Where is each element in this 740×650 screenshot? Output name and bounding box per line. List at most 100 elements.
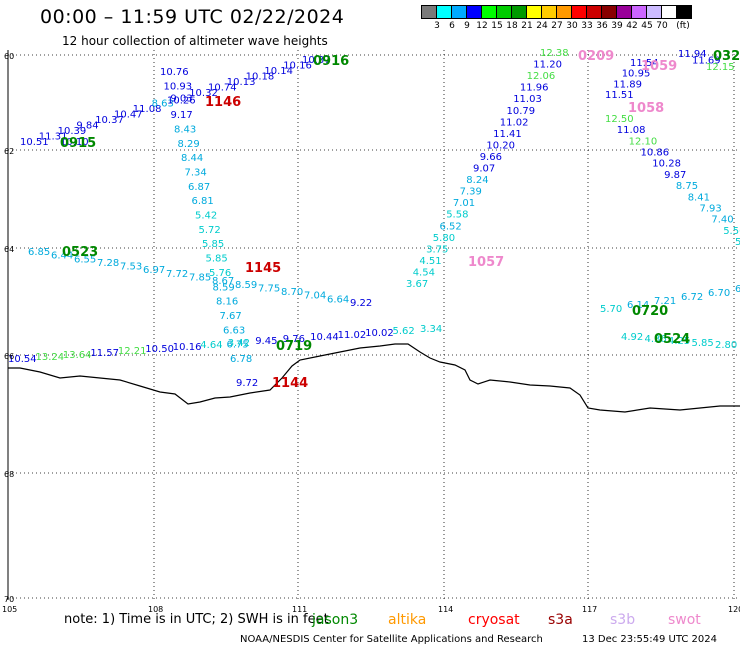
wave-height-value: 7.04 — [304, 291, 326, 302]
wave-height-value: 8.75 — [676, 181, 698, 192]
track-time-label: 1058 — [628, 101, 664, 116]
legend-label: 12 — [476, 21, 488, 31]
wave-height-value: 8.67 — [212, 276, 234, 287]
wave-height-value: 11.89 — [613, 79, 642, 90]
legend-swatch — [571, 5, 587, 19]
wave-height-value: 6.52 — [440, 221, 462, 232]
legend-swatch — [481, 5, 497, 19]
wave-height-value: 12.50 — [605, 114, 634, 125]
wave-height-value: 9.84 — [76, 121, 98, 132]
latitude-label: 70 — [4, 595, 14, 604]
wave-height-value: 7.93 — [700, 204, 722, 215]
wave-height-value: 10.50 — [145, 344, 174, 355]
generated-timestamp: 13 Dec 23:55:49 UTC 2024 — [582, 634, 717, 645]
wave-height-value: 7.85 — [189, 273, 211, 284]
legend-label: 3 — [434, 21, 440, 31]
wave-height-value: 10.86 — [641, 148, 670, 159]
page-title: 00:00 – 11:59 UTC 02/22/2024 — [40, 6, 345, 28]
wave-height-value: 9.17 — [171, 110, 193, 121]
legend-label: 42 — [626, 21, 638, 31]
wave-height-value: 10.39 — [58, 126, 87, 137]
satellite-s3a: s3a — [548, 612, 573, 628]
wave-height-value: 5.76 — [209, 268, 231, 279]
wave-height-value: 12.21 — [118, 346, 147, 357]
wave-height-value: 6.85 — [28, 247, 50, 258]
legend-labels: 3 6 9 12 15 18 21 24 27 30 33 36 39 42 45 70 (ft) — [422, 21, 692, 33]
wave-height-value: 10.18 — [246, 71, 275, 82]
wave-height-value: 5.85 — [206, 254, 228, 265]
wave-height-value: 5.61 — [735, 237, 740, 248]
track-time-label: 0326 — [713, 49, 740, 64]
wave-height-value: 6.97 — [143, 265, 165, 276]
wave-height-value: 6.44 — [51, 251, 73, 262]
wave-height-value: 8.16 — [216, 297, 238, 308]
wave-height-value: 6.78 — [230, 354, 252, 365]
wave-height-value: 6.64 — [327, 294, 349, 305]
wave-height-value: 10.37 — [302, 55, 331, 66]
wave-height-value: 6.55 — [74, 254, 96, 265]
wave-height-value: 11.94 — [678, 49, 707, 60]
wave-height-value: 10.79 — [507, 106, 536, 117]
wave-height-value: 13.24 — [36, 352, 65, 363]
latitude-label: 66 — [4, 352, 14, 361]
wave-height-value: 7.53 — [120, 262, 142, 273]
wave-height-value: 3.34 — [420, 324, 442, 335]
wave-height-value: 6.87 — [188, 182, 210, 193]
wave-height-value: 11.51 — [605, 90, 634, 101]
wave-height-value: 11.02 — [338, 330, 367, 341]
wave-height-value: 4.25 — [668, 336, 690, 347]
legend-label: 9 — [464, 21, 470, 31]
legend-swatch — [511, 5, 527, 19]
wave-height-value: 6.75 — [227, 340, 249, 351]
latitude-label: 62 — [4, 147, 14, 156]
track-time-label: 0209 — [578, 49, 614, 64]
wave-height-value: 2.80 — [715, 340, 737, 351]
wave-height-value: 6.70 — [708, 288, 730, 299]
wave-height-value: 10.93 — [164, 81, 193, 92]
track-time-label: 1059 — [641, 59, 677, 74]
legend-label: (ft) — [676, 21, 690, 31]
wave-height-value: 5.85 — [692, 338, 714, 349]
legend-swatch — [661, 5, 677, 19]
wave-height-value: 10.14 — [264, 66, 293, 77]
coastline — [8, 343, 740, 413]
legend-label: 33 — [581, 21, 593, 31]
wave-height-value: 6.81 — [192, 196, 214, 207]
wave-height-value: 12.15 — [706, 62, 735, 73]
legend-label: 6 — [449, 21, 455, 31]
satellite-altika: altika — [388, 612, 427, 628]
wave-height-value: 5.58 — [446, 210, 468, 221]
wave-height-value: 9.76 — [283, 334, 305, 345]
track-time-label: 0524 — [654, 332, 690, 347]
legend-swatch — [526, 5, 542, 19]
longitude-label: 111 — [292, 605, 307, 614]
wave-height-value: 11.03 — [513, 94, 542, 105]
legend-swatch — [451, 5, 467, 19]
wave-height-value: 5.62 — [393, 326, 415, 337]
wave-height-value: 10.20 — [486, 140, 515, 151]
page-subtitle: 12 hour collection of altimeter wave hei… — [62, 34, 328, 48]
legend-label: 27 — [551, 21, 563, 31]
wave-height-value: 9.03 — [170, 93, 192, 104]
wave-height-value: 11.57 — [90, 348, 119, 359]
wave-height-value: 13.64 — [63, 350, 92, 361]
track-time-label: 0916 — [313, 54, 349, 69]
latitude-label: 64 — [4, 245, 14, 254]
wave-height-value: 7.39 — [460, 187, 482, 198]
wave-height-value: 12.10 — [629, 136, 658, 147]
wave-height-value: 5.42 — [195, 211, 217, 222]
wave-height-value: 9.87 — [664, 170, 686, 181]
wave-height-value: 8.41 — [688, 192, 710, 203]
wave-height-value: 10.51 — [20, 137, 49, 148]
legend-swatch — [556, 5, 572, 19]
wave-height-value: 9.22 — [350, 298, 372, 309]
satellite-cryosat: cryosat — [468, 612, 520, 628]
wave-height-value: 5.85 — [202, 239, 224, 250]
wave-height-value: 6.72 — [681, 292, 703, 303]
legend-label: 15 — [491, 21, 503, 31]
wave-height-value: 10.16 — [283, 61, 312, 72]
wave-height-value: 11.69 — [692, 56, 721, 67]
wave-height-value: 7.75 — [258, 283, 280, 294]
wave-height-legend: 3 6 9 12 15 18 21 24 27 30 33 36 39 42 45 70 (ft) — [421, 5, 692, 33]
wave-height-value: 6.43 — [735, 284, 740, 295]
